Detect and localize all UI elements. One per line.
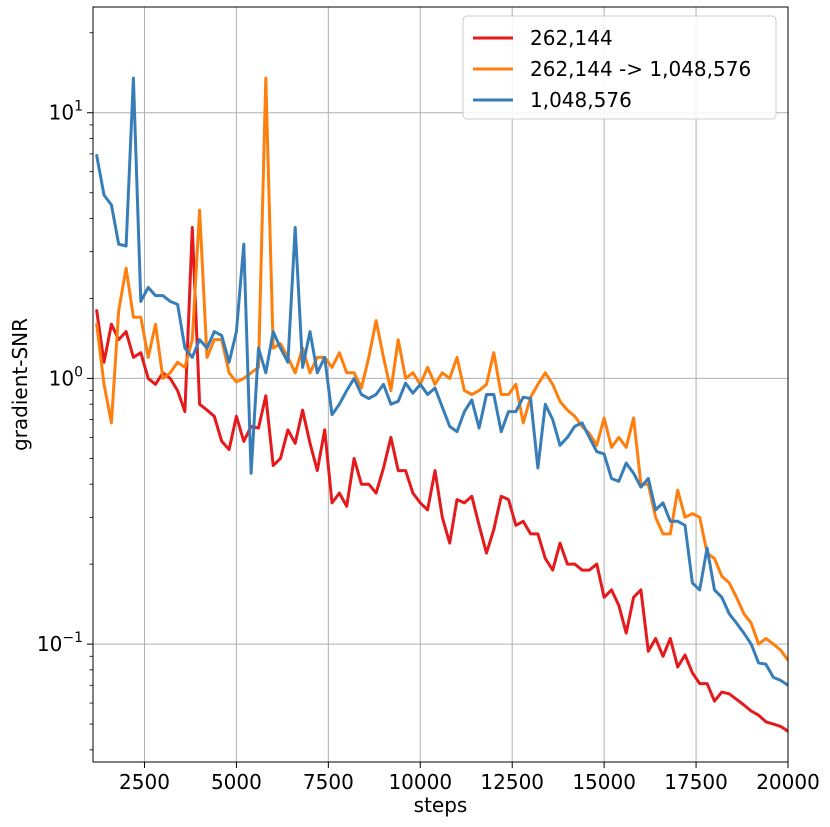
y-axis-label: gradient-SNR [8,318,32,451]
y-tick-base: 10 [49,366,74,390]
axis-ticks: 2500 5000 7500 10000 12500 15000 17500 2000010−… [37,32,820,794]
legend-label: 262,144 -> 1,048,576 [530,57,751,81]
grid [93,7,789,762]
x-tick-label: 12500 [480,770,544,794]
x-tick-label: 7500 [303,770,354,794]
y-tick-exponent: 0 [74,364,83,380]
x-tick-label: 17500 [664,770,728,794]
x-tick-label: 20000 [756,770,820,794]
series-lines [95,76,788,733]
y-tick-label: 101 [49,99,83,125]
legend: 262,144 262,144 -> 1,048,576 1,048,576 [462,15,777,120]
y-tick-exponent: 1 [74,99,83,115]
legend-box [462,15,777,120]
series-line-2 [95,76,788,687]
x-tick-label: 15000 [572,770,636,794]
legend-label: 1,048,576 [530,88,632,112]
series-line-1 [95,76,788,662]
x-tick-label: 2500 [119,770,170,794]
x-axis-label: steps [414,793,468,817]
legend-label: 262,144 [530,26,613,50]
y-tick-base: 10 [49,101,74,125]
y-tick-label: 10−1 [37,630,83,656]
x-tick-label: 10000 [388,770,452,794]
y-tick-base: 10 [37,632,62,656]
x-tick-label: 5000 [211,770,262,794]
y-tick-label: 100 [49,364,83,390]
plot-frame [92,6,789,763]
series-line-0 [95,226,788,733]
y-tick-exponent: −1 [62,630,83,646]
